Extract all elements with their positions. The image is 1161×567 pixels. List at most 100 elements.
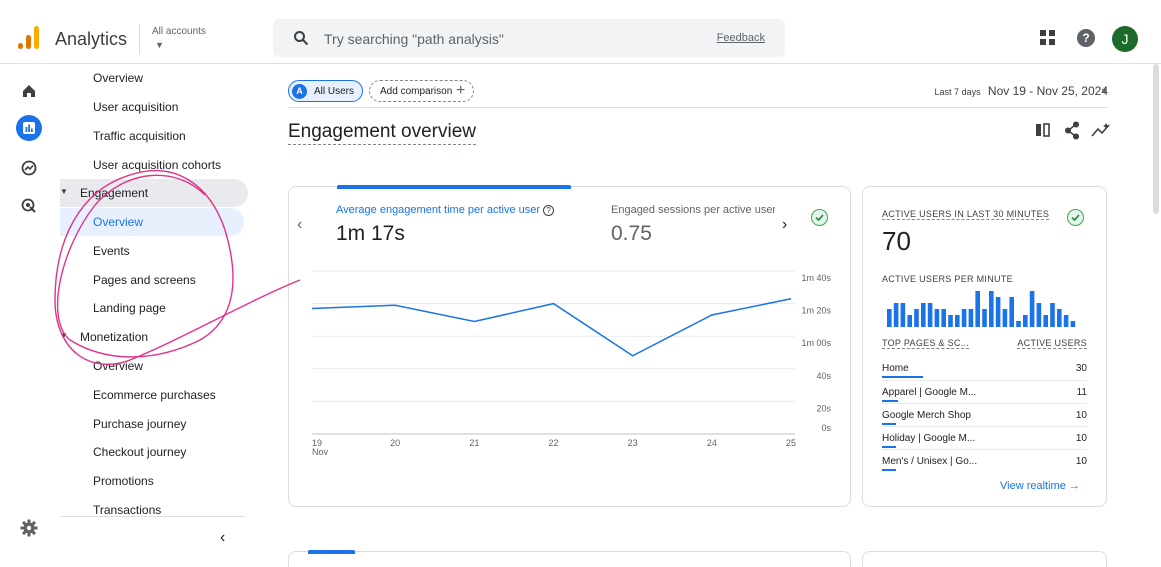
top-pages-column-header[interactable]: TOP PAGES & SC... xyxy=(882,338,970,349)
per-minute-bar xyxy=(989,291,994,327)
all-users-label: All Users xyxy=(314,86,355,97)
per-minute-bar xyxy=(1043,315,1048,327)
date-range-picker[interactable]: Last 7 days Nov 19 - Nov 25, 2024 xyxy=(935,84,1108,98)
page-name: Home xyxy=(882,363,909,374)
feedback-link[interactable]: Feedback xyxy=(716,32,765,44)
account-picker-label[interactable]: All accounts xyxy=(152,26,206,37)
avatar[interactable]: J xyxy=(1112,26,1138,52)
page-active-users: 30 xyxy=(1075,363,1087,374)
per-minute-bar xyxy=(887,309,892,327)
caret-down-icon[interactable]: ▼ xyxy=(155,40,164,50)
nav-item-transactions[interactable]: Transactions xyxy=(93,503,162,516)
insights-icon[interactable] xyxy=(1091,123,1110,137)
per-minute-bar xyxy=(921,303,926,327)
per-minute-bar xyxy=(1063,315,1069,327)
caret-down-icon: ▼ xyxy=(60,331,68,340)
view-realtime-link[interactable]: View realtime → xyxy=(1000,480,1080,492)
per-minute-bar xyxy=(961,309,967,327)
x-tick-label: 23 xyxy=(628,438,638,448)
per-minute-bar xyxy=(1009,297,1014,327)
left-rail xyxy=(0,64,60,567)
collapse-nav-button[interactable]: ‹ xyxy=(220,529,226,546)
nav-item-checkout-journey[interactable]: Checkout journey xyxy=(93,445,187,459)
x-tick-label: 24 xyxy=(707,438,717,448)
nav-item-pages-and-screens[interactable]: Pages and screens xyxy=(93,273,196,287)
nav-item-monetization-overview[interactable]: Overview xyxy=(93,359,144,373)
chevron-right-icon[interactable]: › xyxy=(782,216,788,233)
check-circle-icon xyxy=(811,209,828,226)
chevron-left-icon[interactable]: ‹ xyxy=(297,216,303,233)
nav-item-ecommerce-purchases[interactable]: Ecommerce purchases xyxy=(93,388,216,402)
nav-item-events[interactable]: Events xyxy=(93,244,130,258)
nav-item-purchase-journey[interactable]: Purchase journey xyxy=(93,417,187,431)
x-tick-label: 20 xyxy=(390,438,400,448)
compare-columns-icon[interactable] xyxy=(1036,123,1050,137)
x-tick-sublabel: Nov xyxy=(312,447,329,457)
per-minute-bar xyxy=(900,303,906,327)
all-users-chip[interactable]: A All Users xyxy=(288,80,363,102)
next-card xyxy=(288,551,851,567)
caret-down-icon[interactable]: ▼ xyxy=(1100,86,1109,96)
top-page-row[interactable]: Google Merch Shop 10 xyxy=(882,403,1087,426)
nav-item-user-acquisition-cohorts[interactable]: User acquisition cohorts xyxy=(93,158,222,172)
per-minute-bar xyxy=(934,309,940,327)
per-minute-bar-chart xyxy=(887,291,1076,327)
home-icon[interactable] xyxy=(16,78,42,104)
page-active-users: 10 xyxy=(1075,410,1087,421)
nav-item-user-acquisition[interactable]: User acquisition xyxy=(93,100,179,114)
scrollbar[interactable] xyxy=(1153,64,1159,214)
analytics-logo-icon[interactable] xyxy=(18,26,40,50)
search-icon xyxy=(294,31,309,46)
per-minute-bar xyxy=(893,303,899,327)
share-bar xyxy=(882,469,896,471)
per-minute-bar xyxy=(982,309,987,327)
nav-item-traffic-acquisition[interactable]: Traffic acquisition xyxy=(93,129,186,143)
per-minute-bar xyxy=(907,315,912,327)
nav-item-engagement-overview[interactable]: Overview xyxy=(93,215,144,229)
date-range-label: Last 7 days xyxy=(934,87,981,97)
per-minute-bar xyxy=(1023,315,1028,327)
x-tick-label: 19 xyxy=(312,438,322,448)
page-name: Holiday | Google M... xyxy=(882,433,976,444)
add-comparison-button[interactable]: Add comparison + xyxy=(369,80,474,102)
x-tick-label: 21 xyxy=(469,438,479,448)
per-minute-bar xyxy=(1036,303,1042,327)
nav-item-landing-page[interactable]: Landing page xyxy=(93,301,166,315)
nav-item-overview[interactable]: Overview xyxy=(93,71,144,85)
engagement-chart-card xyxy=(288,186,851,507)
nav-divider xyxy=(60,516,245,517)
active-users-column-header[interactable]: ACTIVE USERS xyxy=(1017,338,1087,349)
nav-section-engagement[interactable]: ▼ Engagement xyxy=(60,179,248,207)
y-tick-label: 1m 20s xyxy=(801,306,831,316)
page-name: Apparel | Google M... xyxy=(882,387,977,398)
nav-item-promotions[interactable]: Promotions xyxy=(93,474,154,488)
advertising-icon[interactable] xyxy=(16,193,42,219)
settings-gear-icon[interactable] xyxy=(20,519,38,537)
per-minute-bar xyxy=(1050,303,1055,327)
toolbar-divider xyxy=(288,107,1108,108)
search-bar[interactable]: Try searching "path analysis" Feedback xyxy=(273,19,785,57)
top-page-row[interactable]: Apparel | Google M... 11 xyxy=(882,380,1087,403)
per-minute-bar xyxy=(968,309,974,327)
y-tick-label: 1m 40s xyxy=(801,273,831,283)
metric-label: Average engagement time per active user … xyxy=(336,204,555,216)
top-page-row[interactable]: Home 30 xyxy=(882,357,1087,380)
help-icon[interactable]: ? xyxy=(1077,29,1095,47)
top-page-row[interactable]: Men's / Unisex | Go... 10 xyxy=(882,449,1087,472)
metric-label: Engaged sessions per active user xyxy=(611,204,775,216)
reports-icon[interactable] xyxy=(16,115,42,141)
top-page-row[interactable]: Holiday | Google M... 10 xyxy=(882,426,1087,449)
search-input[interactable]: Try searching "path analysis" xyxy=(324,31,504,47)
explore-icon[interactable] xyxy=(16,155,42,181)
engagement-line-chart: 1m 40s 1m 20s 1m 00s 40s 20s 0s 19 20 21 22 23 24 25… xyxy=(311,270,831,457)
help-circle-icon[interactable]: ? xyxy=(543,205,555,216)
caret-down-icon: ▼ xyxy=(60,187,68,196)
realtime-card xyxy=(862,186,1107,507)
metric-value: 1m 17s xyxy=(336,222,405,245)
share-bar xyxy=(882,400,898,402)
nav-section-monetization[interactable]: ▼ Monetization xyxy=(60,323,248,351)
x-tick-label: 22 xyxy=(548,438,558,448)
share-icon[interactable] xyxy=(1064,121,1080,140)
per-minute-label: ACTIVE USERS PER MINUTE xyxy=(882,274,1013,284)
apps-grid-icon[interactable] xyxy=(1040,30,1056,46)
